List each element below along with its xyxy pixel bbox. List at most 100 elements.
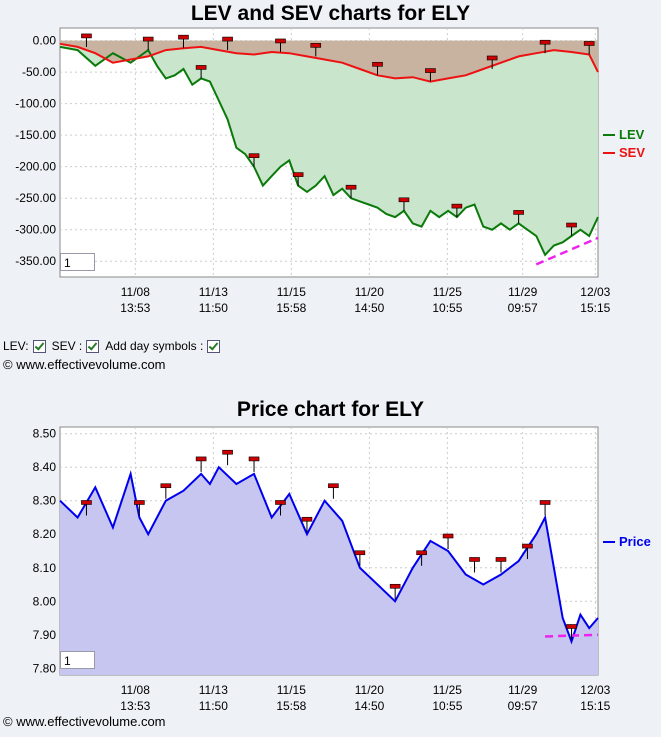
day-marker (583, 41, 595, 46)
day-marker (372, 61, 383, 67)
x-tick-time: 15:15 (580, 301, 610, 315)
day-marker (389, 583, 401, 589)
day-marker (398, 197, 410, 203)
y-tick-label: 0.00 (33, 34, 57, 48)
y-tick-label: 7.80 (33, 661, 57, 675)
y-tick-label: -50.00 (22, 65, 56, 79)
day-marker (195, 65, 207, 70)
day-marker (539, 500, 551, 505)
y-tick-label: -150.00 (15, 128, 56, 142)
y-tick-label: 8.40 (33, 460, 57, 474)
x-tick-date: 12/03 (580, 683, 610, 697)
sev-checkbox[interactable] (86, 339, 100, 353)
day-marker (495, 557, 507, 562)
day-marker (354, 550, 366, 556)
day-marker (310, 43, 322, 48)
price-series-line (59, 465, 599, 645)
y-tick-label: 8.10 (33, 561, 57, 575)
y-tick-label: -100.00 (15, 97, 56, 111)
day-marker (195, 456, 207, 462)
sev-area (60, 40, 598, 82)
legend-price: Price (619, 534, 651, 549)
y-tick-label: 7.90 (33, 628, 57, 642)
x-tick-time: 15:58 (276, 699, 306, 713)
x-tick-time: 15:15 (580, 699, 610, 713)
x-tick-time: 09:57 (508, 301, 538, 315)
x-tick-date: 11/29 (508, 683, 537, 697)
y-tick-label: 8.20 (33, 527, 57, 541)
day-marker (178, 34, 189, 40)
x-tick-time: 11:50 (199, 699, 228, 713)
display-options: LEV: SEV : Add day symbols : (3, 339, 222, 353)
day-marker (566, 624, 577, 629)
day-marker (513, 210, 524, 215)
x-tick-date: 11/20 (355, 285, 384, 299)
day-marker (248, 456, 260, 462)
lev-series-line (59, 45, 599, 257)
x-tick-date: 11/25 (433, 285, 462, 299)
lev-sev-chart: 0.00 -50.00 -100.00 -150.00 -200.00 -250.00 -3… (15, 27, 645, 315)
day-marker (134, 500, 145, 505)
lev-checkbox[interactable] (32, 339, 46, 353)
day-marker (522, 543, 533, 549)
lev-area (60, 40, 598, 255)
price-area (60, 467, 598, 675)
sev-label: SEV : (51, 339, 83, 353)
day-symbols-label: Add day symbols : (105, 339, 204, 353)
x-tick-time: 13:53 (120, 699, 150, 713)
x-tick-time: 10:55 (432, 699, 462, 713)
copyright-top: © www.effectivevolume.com (3, 357, 166, 372)
day-marker (416, 550, 427, 556)
x-tick-date: 11/25 (433, 683, 462, 697)
x-tick-time: 13:53 (120, 301, 150, 315)
legend-sev: SEV (619, 145, 645, 160)
lev-sev-chart-title: LEV and SEV charts for ELY (190, 2, 471, 25)
day-marker (301, 516, 313, 522)
x-tick-date: 11/08 (121, 683, 150, 697)
chart1-range-spinner[interactable]: 1 (60, 253, 95, 271)
x-tick-date: 11/08 (121, 285, 150, 299)
day-symbols-checkbox[interactable] (207, 339, 221, 353)
x-tick-time: 11:50 (199, 301, 228, 315)
day-marker (442, 533, 454, 539)
y-tick-label: 8.50 (33, 427, 57, 441)
x-tick-time: 10:55 (432, 301, 462, 315)
day-marker (292, 172, 304, 177)
trend-line (535, 236, 599, 266)
day-marker (275, 500, 286, 505)
y-tick-label: -300.00 (15, 223, 56, 237)
x-tick-date: 12/03 (580, 285, 610, 299)
x-tick-date: 11/15 (277, 285, 306, 299)
day-marker (248, 153, 260, 158)
x-tick-time: 09:57 (508, 699, 538, 713)
x-tick-date: 11/29 (508, 285, 537, 299)
y-tick-label: 8.00 (33, 594, 57, 608)
day-marker (222, 449, 233, 455)
day-marker (566, 222, 577, 228)
x-tick-time: 14:50 (354, 301, 384, 315)
lev-label: LEV: (3, 339, 29, 353)
day-marker (451, 203, 463, 209)
day-marker (81, 500, 92, 505)
day-marker (345, 184, 357, 190)
y-tick-label: -200.00 (15, 160, 56, 174)
x-tick-date: 11/13 (199, 683, 228, 697)
x-tick-time: 15:58 (276, 301, 306, 315)
x-tick-date: 11/20 (355, 683, 384, 697)
copyright-bottom: © www.effectivevolume.com (3, 714, 166, 729)
day-marker (486, 55, 498, 61)
chart2-range-spinner[interactable]: 1 (60, 651, 95, 669)
day-marker (469, 557, 480, 562)
day-marker (425, 68, 436, 73)
day-marker (328, 483, 339, 489)
day-marker (142, 36, 154, 42)
price-chart-title: Price chart for ELY (236, 398, 425, 421)
x-tick-date: 11/13 (199, 285, 228, 299)
day-marker (222, 36, 233, 42)
day-marker (275, 38, 286, 44)
y-tick-label: -350.00 (15, 254, 56, 268)
sev-series-line (59, 42, 599, 83)
day-marker (81, 33, 92, 39)
y-tick-label: 8.30 (33, 494, 57, 508)
